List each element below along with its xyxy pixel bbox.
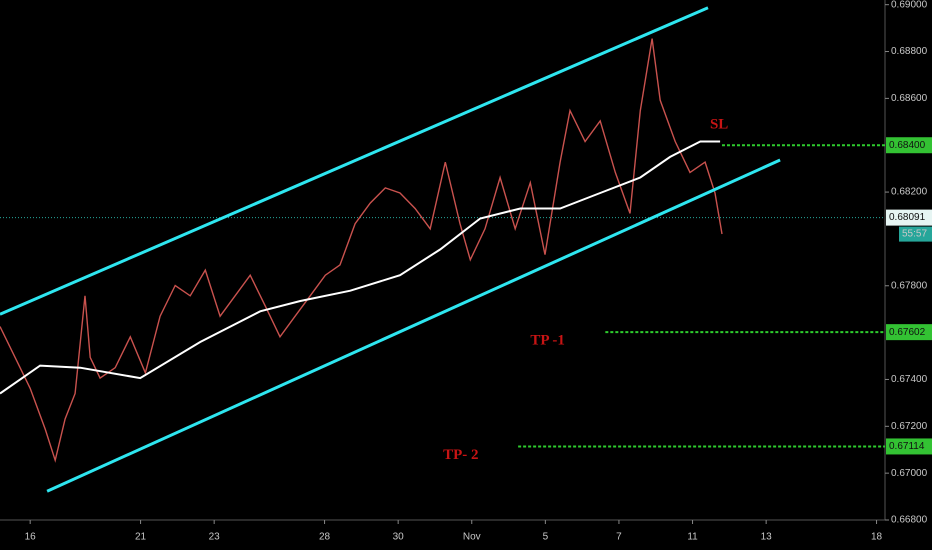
x-tick-label: 23: [209, 532, 221, 543]
y-tick-label: 0.67800: [891, 280, 928, 291]
series-line: [46, 158, 781, 493]
x-tick-label: 13: [761, 532, 773, 543]
current-price-box: [886, 209, 932, 226]
x-tick-label: 21: [135, 532, 147, 543]
y-tick-label: 0.68600: [891, 93, 928, 104]
countdown-box: [899, 226, 932, 242]
y-tick-label: 0.66800: [891, 515, 928, 526]
x-tick-label: Nov: [463, 532, 481, 543]
level-label: TP -1: [530, 333, 565, 349]
series-line: [0, 140, 721, 395]
x-tick-label: 7: [616, 532, 622, 543]
x-tick-label: 11: [687, 532, 698, 543]
y-tick-label: 0.69000: [891, 0, 928, 10]
level-price-label: 0.67602: [889, 327, 926, 338]
countdown-label: 55:57: [902, 229, 927, 240]
y-tick-label: 0.68800: [891, 46, 928, 57]
level-price-label: 0.68400: [889, 140, 926, 151]
level-price-box: [886, 137, 932, 154]
y-tick-label: 0.67000: [891, 468, 928, 479]
y-tick-label: 0.67400: [891, 374, 928, 385]
y-tick-label: 0.67200: [891, 421, 928, 432]
level-price-label: 0.67114: [889, 441, 925, 452]
level-label: TP- 2: [443, 447, 478, 463]
x-tick-label: 5: [543, 532, 549, 543]
current-price-label: 0.68091: [889, 212, 926, 223]
level-price-box: [886, 324, 932, 341]
y-tick-label: 0.68200: [891, 187, 928, 198]
x-tick-label: 30: [393, 532, 405, 543]
x-tick-label: 16: [25, 532, 37, 543]
series-line: [0, 38, 723, 463]
level-label: SL: [710, 117, 728, 133]
level-price-box: [886, 438, 932, 455]
x-tick-label: 18: [871, 532, 883, 543]
x-tick-label: 28: [319, 532, 331, 543]
series-line: [0, 6, 709, 316]
